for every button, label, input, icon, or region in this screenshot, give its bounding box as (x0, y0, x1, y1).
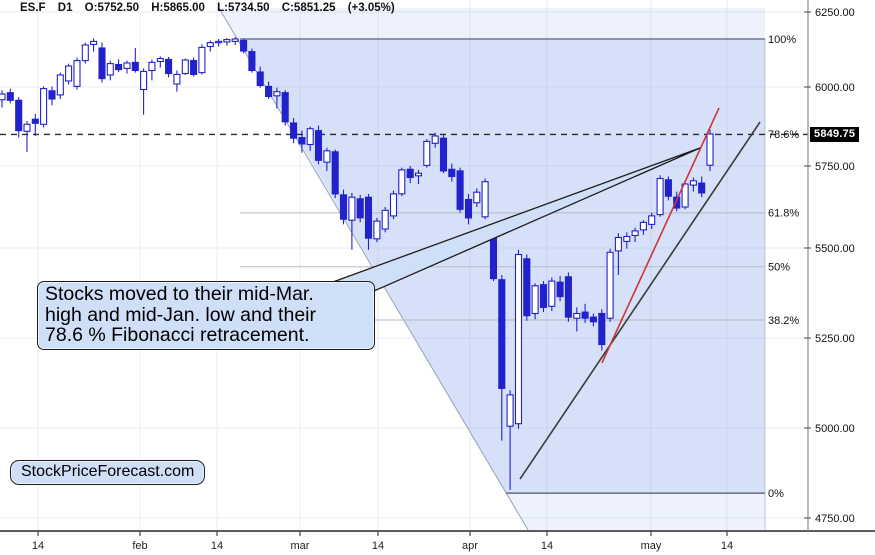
y-axis: 6250.00 6000.00 5750.00 5500.00 5250.00 5000.… (804, 0, 855, 531)
x-axis-label: mar (291, 540, 310, 552)
annotation-line: 78.6 % Fibonacci retracement. (45, 324, 310, 346)
x-axis-label: 14 (541, 540, 553, 552)
support-line (519, 121, 761, 480)
annotation-callout: Stocks moved to their mid-Mar. high and … (37, 281, 375, 350)
gridlines (0, 0, 808, 531)
y-axis-label: 6250.00 (815, 7, 855, 19)
annotation-line: high and mid-Jan. low and their (45, 303, 316, 326)
x-axis: 14 feb 14 mar 14 apr 14 may 14 (0, 530, 875, 552)
annotation-line: Stocks moved to their mid-Mar. (45, 283, 314, 305)
high-value: H:5865.00 (151, 2, 205, 14)
last-price-label: 5849.75 (810, 127, 860, 142)
fib-level-label: 0% (768, 488, 784, 500)
y-axis-label: 5000.00 (815, 423, 855, 435)
watermark-link[interactable]: StockPriceForecast.com (10, 460, 206, 485)
timeframe-label: D1 (57, 2, 73, 14)
candlesticks (0, 37, 714, 490)
x-axis-label: 14 (721, 540, 733, 552)
fib-level-label: 61.8% (768, 208, 799, 220)
y-axis-label: 4750.00 (815, 513, 855, 525)
symbol-label: ES.F (20, 2, 46, 14)
x-axis-label: 14 (32, 540, 44, 552)
x-axis-label: may (641, 540, 662, 552)
fib-level-label: 100% (768, 34, 796, 46)
fib-level-label: 50% (768, 262, 790, 274)
change-value: (+3.05%) (347, 2, 395, 14)
y-axis-label: 5750.00 (815, 161, 855, 173)
steep-red-line (601, 107, 720, 364)
close-value: C:5851.25 (281, 2, 336, 14)
x-axis-label: apr (462, 540, 478, 552)
fib-level-label: 38.2% (768, 315, 799, 327)
y-axis-label: 6000.00 (815, 82, 855, 94)
x-axis-label: feb (132, 540, 147, 552)
low-value: L:5734.50 (217, 2, 270, 14)
ohlc-readout: ES.F D1 O:5752.50 H:5865.00 L:5734.50 C:… (20, 2, 404, 14)
y-axis-label: 5500.00 (815, 243, 855, 255)
y-axis-label: 5250.00 (815, 333, 855, 345)
x-axis-label: 14 (211, 540, 223, 552)
fib-level-label: 78.6% (768, 129, 799, 141)
open-value: O:5752.50 (84, 2, 140, 14)
fib-level-lines: 100% 78.6% 61.8% 50% 38.2% 0% (0, 34, 808, 500)
x-axis-label: 14 (372, 540, 384, 552)
